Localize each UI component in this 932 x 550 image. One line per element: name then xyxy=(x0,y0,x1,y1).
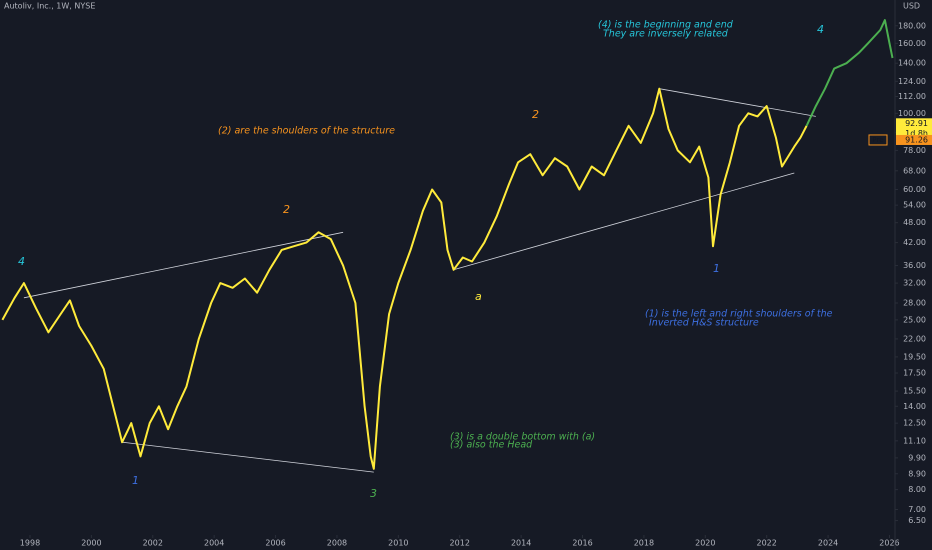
price-line xyxy=(1,87,808,470)
last-price-tag xyxy=(896,118,932,140)
premarket-badge-bg xyxy=(868,134,888,146)
trendline xyxy=(23,231,344,299)
x-tick-label: 2006 xyxy=(265,539,285,548)
premarket-tag xyxy=(896,134,932,145)
trendline xyxy=(122,441,374,473)
annotation: 1 xyxy=(132,474,139,487)
y-tick-label: 14.00 xyxy=(903,402,926,411)
y-tick-label: 100.00 xyxy=(898,109,926,118)
annotation: (1) is the left and right shoulders of t… xyxy=(645,309,833,320)
trendline xyxy=(453,172,795,271)
premarket-badge: Pre xyxy=(872,136,883,144)
y-tick-label: 12.50 xyxy=(903,419,926,428)
x-tick-label: 2024 xyxy=(818,539,838,548)
y-tick-label: 60.00 xyxy=(903,185,926,194)
y-tick-label: 22.00 xyxy=(903,334,926,343)
x-tick-label: 2004 xyxy=(204,539,224,548)
y-tick-label: 28.00 xyxy=(903,298,926,307)
chart-title: Autoliv, Inc., 1W, NYSE xyxy=(4,2,95,11)
y-tick-label: 42.00 xyxy=(903,238,926,247)
y-tick-label: 78.00 xyxy=(903,146,926,155)
plot xyxy=(1,19,894,473)
x-tick-label: 2022 xyxy=(757,539,777,548)
y-tick-label: 8.00 xyxy=(908,485,926,494)
y-tick-label: 15.50 xyxy=(903,387,926,396)
annotation: (3) also the Head xyxy=(450,440,533,451)
annotation: a xyxy=(475,290,482,303)
y-tick-label: 124.00 xyxy=(898,77,926,86)
x-tick-label: 2020 xyxy=(695,539,715,548)
annotation: (2) are the shoulders of the structure xyxy=(218,126,395,137)
annotation: 4 xyxy=(18,255,25,268)
annotation: Inverted H&S structure xyxy=(649,318,759,329)
y-tick-label: 180.00 xyxy=(898,21,926,30)
x-tick-label: 2026 xyxy=(879,539,899,548)
y-tick-label: 6.50 xyxy=(908,516,926,525)
y-tick-label: 9.90 xyxy=(908,453,926,462)
annotation: 4 xyxy=(817,23,824,36)
trendline xyxy=(659,88,816,117)
x-tick-label: 2010 xyxy=(388,539,408,548)
x-tick-label: 2016 xyxy=(572,539,592,548)
premarket-price: 91.26 xyxy=(905,135,928,144)
y-tick-label: 7.00 xyxy=(908,505,926,514)
y-tick-label: 17.50 xyxy=(903,369,926,378)
countdown: 1d 8h xyxy=(905,129,928,138)
y-tick-label: 48.00 xyxy=(903,218,926,227)
y-tick-label: 140.00 xyxy=(898,59,926,68)
y-tick-label: 11.10 xyxy=(903,436,926,445)
x-tick-label: 2002 xyxy=(143,539,163,548)
annotation: 1 xyxy=(713,262,720,275)
x-tick-label: 2012 xyxy=(450,539,470,548)
last-price: 92.91 xyxy=(905,119,928,128)
y-tick-label: 54.00 xyxy=(903,201,926,210)
currency: USD xyxy=(903,2,920,11)
annotation: 2 xyxy=(532,108,539,121)
annotation: 2 xyxy=(283,203,290,216)
x-tick-label: 2018 xyxy=(634,539,654,548)
y-tick-label: 160.00 xyxy=(898,39,926,48)
price-line xyxy=(805,19,894,127)
annotation: They are inversely related xyxy=(603,29,729,40)
x-tick-label: 2000 xyxy=(81,539,101,548)
x-tick-label: 2014 xyxy=(511,539,531,548)
y-tick-label: 25.00 xyxy=(903,315,926,324)
y-tick-label: 32.00 xyxy=(903,279,926,288)
annotation: 3 xyxy=(370,487,377,500)
y-tick-label: 68.00 xyxy=(903,166,926,175)
x-tick-label: 2008 xyxy=(327,539,347,548)
y-tick-label: 8.90 xyxy=(908,469,926,478)
annotation: (3) is a double bottom with (a) xyxy=(450,432,595,443)
y-tick-label: 112.00 xyxy=(898,92,926,101)
x-tick-label: 1998 xyxy=(20,539,40,548)
y-tick-label: 36.00 xyxy=(903,261,926,270)
annotation: (4) is the beginning and end xyxy=(598,20,734,31)
y-tick-label: 19.50 xyxy=(903,352,926,361)
